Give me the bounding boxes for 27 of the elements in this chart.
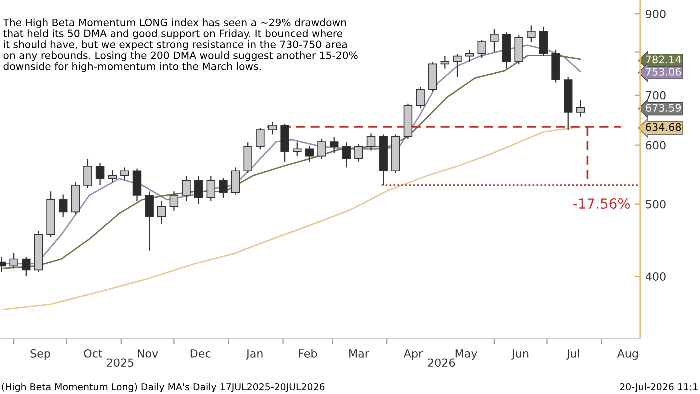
y-tick-label: 600 — [646, 141, 666, 150]
x-tick-label: Jul — [566, 349, 580, 360]
x-tick-label: May — [456, 350, 478, 360]
x-tick-label: Jan — [246, 350, 263, 360]
x-tick-label: Apr — [404, 350, 424, 360]
y-tick-label: 782.14 — [646, 56, 682, 64]
text: 2025 — [107, 358, 134, 368]
x-tick-label: Mar — [350, 350, 370, 358]
text: 20-Jul-2026 11:1 — [620, 383, 698, 392]
x-tick-label: Sep — [30, 349, 50, 360]
x-tick-label: Feb — [299, 349, 318, 358]
y-tick-label: 900 — [646, 10, 666, 18]
x-tick-label: Dec — [190, 350, 211, 358]
text: (High Beta Momentum Long) Daily MA's Daily 17JUL2025-20JUL2026 — [2, 383, 325, 392]
annotation: -17.56% — [574, 198, 630, 210]
y-tick-label: 673.59 — [646, 104, 682, 112]
text: 2026 — [428, 358, 456, 368]
y-tick-label: 634.68 — [646, 123, 682, 132]
x-tick-label: Jun — [512, 350, 529, 360]
x-tick-label: Nov — [138, 350, 158, 358]
y-tick-label: 753.06 — [646, 68, 682, 76]
y-tick-label: 500 — [646, 200, 666, 209]
x-tick-label: Oct — [84, 349, 103, 358]
y-tick-label: 700 — [646, 91, 666, 100]
y-tick-label: 400 — [646, 272, 666, 281]
annotation: The High Beta Momentum LONG index has seen a ~29% drawdown that held its 50 DMA and good support on Friday. It bounced where it should have, but we expect strong resistance in the 730-750 area on any rebounds. Losing the 200 DMA would suggest another 15-20% downside for high-momentum into the March lows. — [3, 18, 358, 72]
x-tick-label: Aug — [617, 350, 638, 360]
